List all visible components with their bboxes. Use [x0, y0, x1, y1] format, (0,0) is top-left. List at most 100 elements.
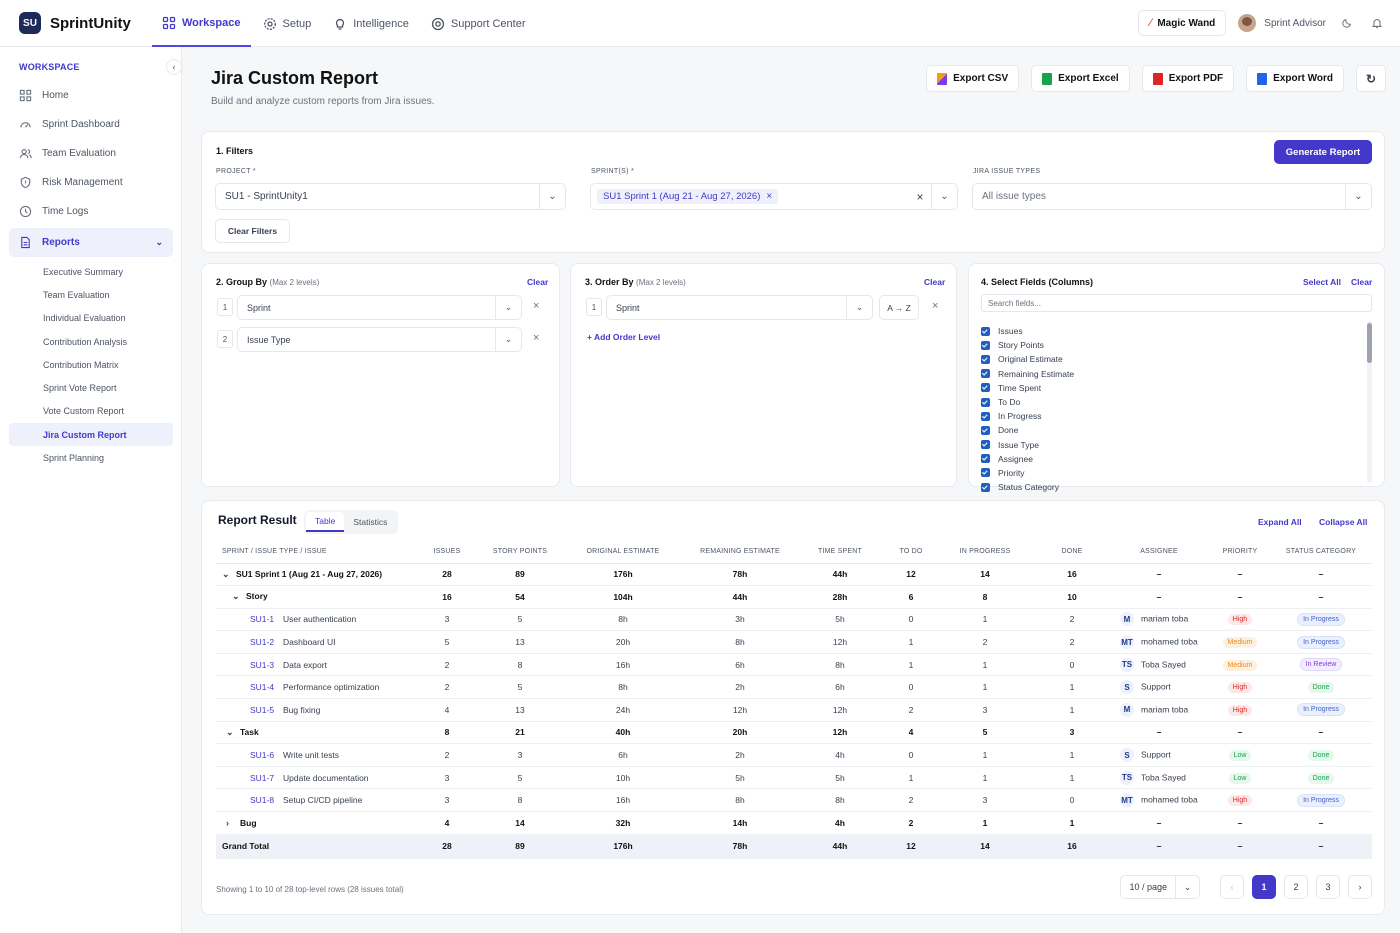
submenu-item-contribution-matrix[interactable]: Contribution Matrix	[43, 359, 119, 370]
remove-chip-icon[interactable]: ×	[766, 191, 773, 202]
column-header[interactable]: STATUS CATEGORY	[1270, 541, 1372, 564]
issue-key-link[interactable]: SU1-8	[250, 795, 275, 806]
remove-order-level-1-icon[interactable]: ×	[932, 300, 939, 312]
remove-group-level-1-icon[interactable]: ×	[533, 300, 540, 312]
bell-icon[interactable]	[1368, 14, 1386, 32]
collapse-all-link[interactable]: Collapse All	[1319, 517, 1368, 527]
issue-key-link[interactable]: SU1-6	[250, 750, 275, 761]
table-row[interactable]: SU1-8 Setup CI/CD pipeline 3 8 16h 8h 8h 2 3 0 MT m…	[216, 788, 1372, 813]
magic-wand-button[interactable]: ⁄ Magic Wand	[1138, 10, 1227, 36]
sprint-advisor[interactable]: Sprint Advisor	[1238, 14, 1326, 32]
field-checkbox-to-do[interactable]: To Do	[981, 395, 1074, 409]
submenu-item-team-evaluation[interactable]: Team Evaluation	[43, 289, 110, 300]
column-header[interactable]: SPRINT / ISSUE TYPE / ISSUE	[216, 541, 412, 564]
collapse-sidebar-button[interactable]: ‹	[166, 59, 182, 75]
field-checkbox-story-points[interactable]: Story Points	[981, 338, 1074, 352]
nav-tab-intelligence[interactable]: Intelligence	[323, 0, 419, 47]
sidebar-item-risk-management[interactable]: Risk Management	[9, 168, 173, 197]
column-header[interactable]: ISSUES	[412, 541, 482, 564]
column-header[interactable]: ASSIGNEE	[1108, 541, 1210, 564]
moon-icon[interactable]	[1338, 14, 1356, 32]
nav-tab-support-center[interactable]: Support Center	[421, 0, 536, 47]
clear-filters-button[interactable]: Clear Filters	[215, 219, 290, 243]
project-select[interactable]: SU1 - SprintUnity1 ⌄	[215, 183, 566, 210]
column-header[interactable]: IN PROGRESS	[934, 541, 1036, 564]
sprint-select[interactable]: SU1 Sprint 1 (Aug 21 - Aug 27, 2026) × × …	[590, 183, 958, 210]
field-checkbox-status-category[interactable]: Status Category	[981, 480, 1074, 494]
next-page-button[interactable]: ›	[1348, 875, 1372, 899]
issue-key-link[interactable]: SU1-3	[250, 659, 275, 670]
remove-group-level-2-icon[interactable]: ×	[533, 332, 540, 344]
issue-key-link[interactable]: SU1-2	[250, 637, 275, 648]
order-level-1-select[interactable]: Sprint ⌄	[606, 295, 873, 320]
sidebar-item-home[interactable]: Home	[9, 81, 173, 110]
field-checkbox-time-spent[interactable]: Time Spent	[981, 381, 1074, 395]
generate-report-button[interactable]: Generate Report	[1274, 140, 1372, 164]
group-by-clear-link[interactable]: Clear	[527, 277, 549, 287]
prev-page-button[interactable]: ‹	[1220, 875, 1244, 899]
export-csv-button[interactable]: Export CSV	[926, 65, 1020, 92]
export-excel-button[interactable]: Export Excel	[1031, 65, 1130, 92]
group-row[interactable]: ⌄ SU1 Sprint 1 (Aug 21 - Aug 27, 2026) 28 8…	[216, 563, 1372, 587]
submenu-item-contribution-analysis[interactable]: Contribution Analysis	[43, 336, 128, 347]
add-order-level-link[interactable]: + Add Order Level	[587, 332, 661, 342]
submenu-item-vote-custom-report[interactable]: Vote Custom Report	[43, 406, 125, 417]
field-checkbox-issue-type[interactable]: Issue Type	[981, 438, 1074, 452]
issue-types-select[interactable]: All issue types ⌄	[972, 183, 1372, 210]
field-checkbox-in-progress[interactable]: In Progress	[981, 409, 1074, 423]
column-header[interactable]: PRIORITY	[1210, 541, 1270, 564]
field-checkbox-remaining-estimate[interactable]: Remaining Estimate	[981, 367, 1074, 381]
group-level-2-select[interactable]: Issue Type ⌄	[237, 327, 522, 352]
column-header[interactable]: TIME SPENT	[792, 541, 888, 564]
clear-sprints-icon[interactable]: ×	[916, 189, 924, 204]
tab-table[interactable]: Table	[306, 512, 345, 532]
submenu-item-jira-custom-report[interactable]: Jira Custom Report	[9, 423, 173, 447]
order-by-clear-link[interactable]: Clear	[924, 277, 946, 287]
page-button-3[interactable]: 3	[1316, 875, 1340, 899]
chevron-right-icon[interactable]: ›	[226, 817, 229, 828]
sidebar-item-sprint-dashboard[interactable]: Sprint Dashboard	[9, 110, 173, 139]
select-all-link[interactable]: Select All	[1303, 277, 1341, 287]
issue-key-link[interactable]: SU1-1	[250, 614, 275, 625]
column-header[interactable]: TO DO	[888, 541, 934, 564]
fields-search-input[interactable]: Search fields...	[981, 294, 1372, 312]
field-checkbox-assignee[interactable]: Assignee	[981, 452, 1074, 466]
group-row[interactable]: › Bug 4 14 32h 14h 4h 2 1 1– – –	[216, 811, 1372, 835]
column-header[interactable]: REMAINING ESTIMATE	[688, 541, 792, 564]
page-button-2[interactable]: 2	[1284, 875, 1308, 899]
tab-statistics[interactable]: Statistics	[353, 517, 388, 527]
column-header[interactable]: STORY POINTS	[482, 541, 558, 564]
field-checkbox-issues[interactable]: Issues	[981, 324, 1074, 338]
group-row[interactable]: ⌄ Story 16 54 104h 44h 28h 6 8 10– – –	[216, 585, 1372, 609]
issue-key-link[interactable]: SU1-7	[250, 772, 275, 783]
chevron-down-icon[interactable]: ⌄	[222, 568, 230, 579]
submenu-item-individual-evaluation[interactable]: Individual Evaluation	[43, 313, 126, 324]
fields-scrollbar[interactable]	[1367, 321, 1372, 483]
group-row[interactable]: ⌄ Task 8 21 40h 20h 12h 4 5 3– – –	[216, 721, 1372, 745]
field-checkbox-done[interactable]: Done	[981, 423, 1074, 437]
export-word-button[interactable]: Export Word	[1246, 65, 1344, 92]
table-row[interactable]: SU1-7 Update documentation 3 5 10h 5h 5h 1 1 1 TS T…	[216, 766, 1372, 790]
column-header[interactable]: DONE	[1036, 541, 1108, 564]
app-logo[interactable]: SU SprintUnity	[19, 12, 131, 34]
issue-key-link[interactable]: SU1-5	[250, 704, 275, 715]
nav-tab-setup[interactable]: Setup	[253, 0, 322, 47]
sidebar-item-reports[interactable]: Reports ⌄	[9, 228, 173, 257]
table-row[interactable]: SU1-3 Data export 2 8 16h 6h 8h 1 1 0 TS Toba Sayed…	[216, 653, 1372, 677]
table-row[interactable]: SU1-2 Dashboard UI 5 13 20h 8h 12h 1 2 2 MT mohamed…	[216, 630, 1372, 654]
table-row[interactable]: SU1-4 Performance optimization 2 5 8h 2h 6h 0 1 1…	[216, 675, 1372, 700]
fields-clear-link[interactable]: Clear	[1351, 277, 1373, 287]
sprint-chip[interactable]: SU1 Sprint 1 (Aug 21 - Aug 27, 2026) ×	[597, 189, 779, 204]
refresh-button[interactable]: ↻	[1356, 65, 1386, 92]
export-pdf-button[interactable]: Export PDF	[1141, 65, 1235, 92]
expand-all-link[interactable]: Expand All	[1258, 517, 1302, 527]
chevron-down-icon[interactable]: ⌄	[226, 726, 234, 737]
nav-tab-workspace[interactable]: Workspace	[152, 0, 251, 47]
submenu-item-sprint-vote-report[interactable]: Sprint Vote Report	[43, 383, 117, 394]
sidebar-item-time-logs[interactable]: Time Logs	[9, 197, 173, 226]
submenu-item-executive-summary[interactable]: Executive Summary	[43, 266, 124, 277]
page-size-select[interactable]: 10 / page ⌄	[1120, 875, 1200, 899]
field-checkbox-original-estimate[interactable]: Original Estimate	[981, 352, 1074, 366]
